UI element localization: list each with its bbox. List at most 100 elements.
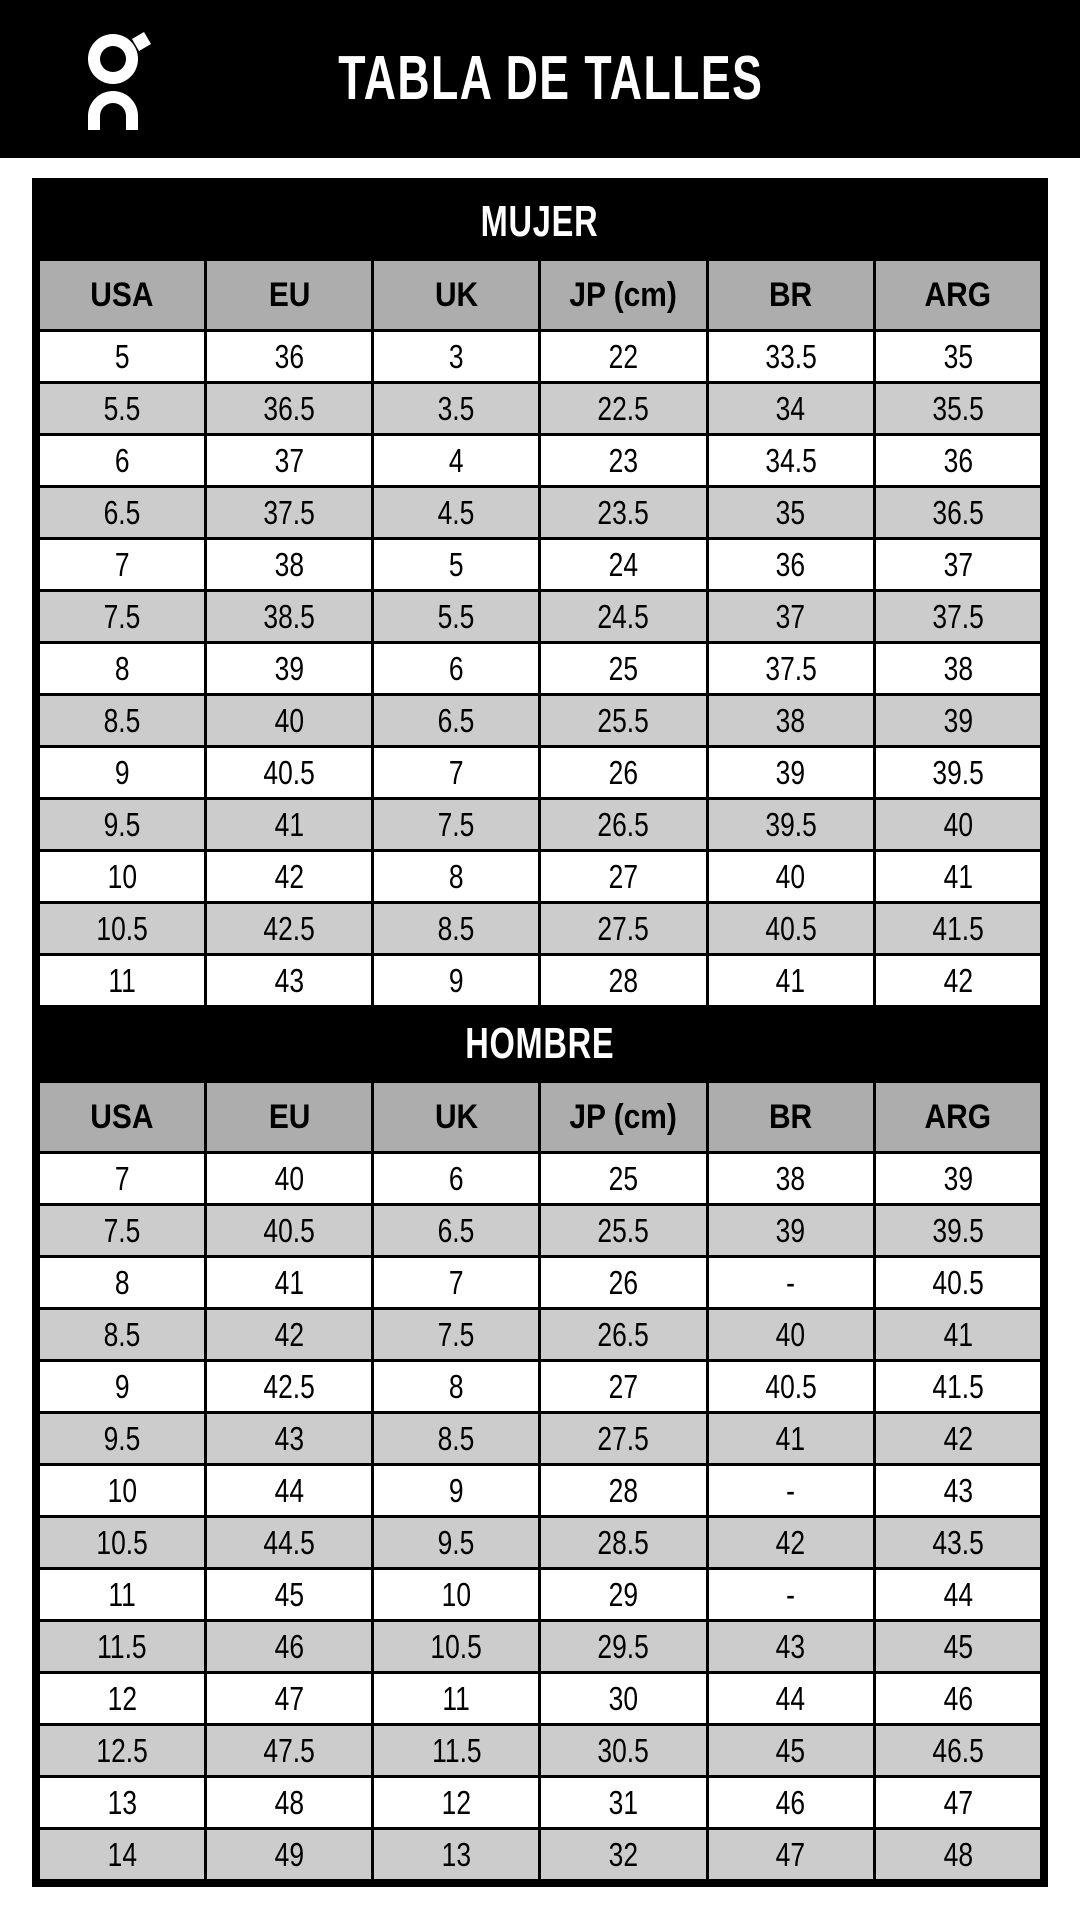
- cell-value: 41: [943, 857, 973, 895]
- cell-value: 41: [776, 961, 806, 999]
- cell-arg: 41: [872, 849, 1044, 904]
- cell-value: 7.5: [438, 805, 475, 843]
- cell-value: 11: [442, 1679, 471, 1717]
- cell-value: 29: [608, 1575, 639, 1613]
- column-header-jpcm: JP (cm): [538, 258, 709, 332]
- cell-value: 43: [776, 1627, 806, 1665]
- cell-value: 6: [114, 441, 130, 479]
- cell-br: 44: [705, 1671, 876, 1726]
- cell-uk: 7: [371, 1255, 542, 1310]
- cell-eu: 42: [204, 1307, 375, 1362]
- cell-usa: 9.5: [36, 797, 208, 852]
- cell-value: 35: [776, 493, 806, 531]
- cell-jpcm: 28: [538, 953, 709, 1008]
- cell-usa: 12: [36, 1671, 208, 1726]
- cell-arg: 35.5: [872, 381, 1044, 436]
- cell-value: 39: [776, 753, 806, 791]
- cell-value: 10: [107, 857, 137, 895]
- cell-usa: 14: [36, 1827, 208, 1882]
- table-row: 8.5 42 7.5 26.5 40 41: [36, 1307, 1044, 1362]
- cell-value: 22.5: [597, 389, 650, 427]
- cell-value: 27: [608, 857, 639, 895]
- size-chart-container: MUJER USA EU UK JP (cm) BR ARG 5 36 3 22 33.5 35 5.5 3…: [32, 178, 1048, 1887]
- cell-arg: 42: [872, 953, 1044, 1008]
- cell-value: 37.5: [765, 649, 817, 687]
- cell-eu: 49: [204, 1827, 375, 1882]
- cell-jpcm: 30.5: [538, 1723, 709, 1778]
- cell-eu: 41: [204, 1255, 375, 1310]
- cell-value: 11: [108, 961, 136, 999]
- cell-value: 32: [608, 1835, 639, 1873]
- cell-uk: 6.5: [371, 693, 542, 748]
- cell-value: 36: [943, 441, 973, 479]
- cell-jpcm: 25.5: [538, 693, 709, 748]
- cell-uk: 11.5: [371, 1723, 542, 1778]
- cell-value: 11.5: [431, 1731, 482, 1769]
- cell-eu: 43: [204, 1411, 375, 1466]
- cell-value: 6.5: [438, 701, 475, 739]
- cell-usa: 10.5: [36, 1515, 208, 1570]
- cell-arg: 39: [872, 1151, 1044, 1206]
- cell-value: 10.5: [430, 1627, 483, 1665]
- cell-jpcm: 25: [538, 1151, 709, 1206]
- cell-uk: 7: [371, 745, 542, 800]
- cell-br: 37: [705, 589, 876, 644]
- cell-value: 13: [441, 1835, 472, 1873]
- cell-eu: 43: [204, 953, 375, 1008]
- column-header-usa: USA: [36, 258, 208, 332]
- cell-value: 3: [449, 337, 464, 375]
- column-header-label: JP (cm): [569, 275, 678, 314]
- cell-jpcm: 29: [538, 1567, 709, 1622]
- cell-value: 8.5: [103, 701, 141, 739]
- cell-value: 35: [943, 337, 973, 375]
- cell-br: 41: [705, 953, 876, 1008]
- cell-value: 34.5: [765, 441, 817, 479]
- cell-arg: 37.5: [872, 589, 1044, 644]
- cell-usa: 6.5: [36, 485, 208, 540]
- cell-value: 34: [776, 389, 806, 427]
- cell-eu: 36.5: [204, 381, 375, 436]
- table-row: 5.5 36.5 3.5 22.5 34 35.5: [36, 381, 1044, 436]
- cell-value: 41: [776, 1419, 806, 1457]
- cell-jpcm: 26.5: [538, 797, 709, 852]
- cell-value: 6: [449, 1159, 464, 1197]
- cell-arg: 48: [872, 1827, 1044, 1882]
- cell-value: 38: [943, 649, 973, 687]
- column-header-label: JP (cm): [569, 1097, 678, 1136]
- table-row: 6.5 37.5 4.5 23.5 35 36.5: [36, 485, 1044, 540]
- cell-value: 46: [274, 1627, 304, 1665]
- table-row: 10 42 8 27 40 41: [36, 849, 1044, 904]
- cell-value: 42.5: [263, 1367, 315, 1405]
- cell-uk: 5.5: [371, 589, 542, 644]
- cell-br: 34.5: [705, 433, 876, 488]
- cell-value: 7: [449, 1263, 464, 1301]
- cell-eu: 37.5: [204, 485, 375, 540]
- cell-uk: 9: [371, 953, 542, 1008]
- cell-br: 47: [705, 1827, 876, 1882]
- cell-arg: 42: [872, 1411, 1044, 1466]
- cell-br: -: [705, 1255, 876, 1310]
- cell-br: 34: [705, 381, 876, 436]
- cell-value: 12.5: [96, 1731, 148, 1769]
- cell-eu: 47.5: [204, 1723, 375, 1778]
- cell-br: 38: [705, 693, 876, 748]
- column-header-jpcm: JP (cm): [538, 1080, 709, 1154]
- cell-value: 25.5: [597, 1211, 650, 1249]
- cell-value: 44: [274, 1471, 304, 1509]
- column-header-uk: UK: [371, 258, 542, 332]
- cell-value: 31: [608, 1783, 639, 1821]
- cell-value: 42.5: [263, 909, 315, 947]
- cell-br: 40: [705, 1307, 876, 1362]
- cell-value: 4.5: [438, 493, 475, 531]
- column-header-label: EU: [268, 275, 311, 314]
- column-header-eu: EU: [204, 258, 375, 332]
- table-row: 13 48 12 31 46 47: [36, 1775, 1044, 1830]
- table-row: 8 41 7 26 - 40.5: [36, 1255, 1044, 1310]
- cell-value: 44: [776, 1679, 806, 1717]
- cell-usa: 13: [36, 1775, 208, 1830]
- cell-jpcm: 24.5: [538, 589, 709, 644]
- cell-value: 46: [776, 1783, 806, 1821]
- cell-value: 36.5: [932, 493, 984, 531]
- cell-usa: 11: [36, 1567, 208, 1622]
- cell-jpcm: 22: [538, 329, 709, 384]
